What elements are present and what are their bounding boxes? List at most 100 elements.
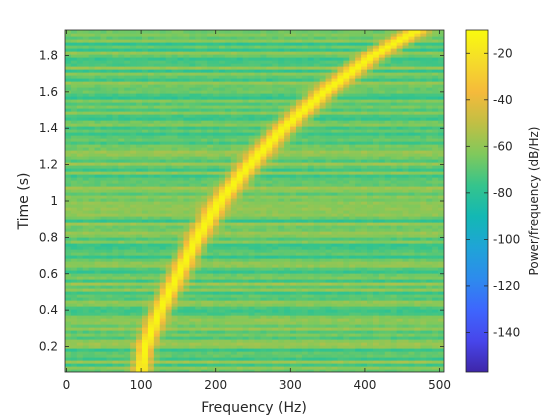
- heatmap-cell: [65, 174, 72, 178]
- heatmap-cell: [130, 294, 137, 298]
- heatmap-cell: [118, 321, 125, 325]
- heatmap-cell: [414, 204, 421, 208]
- heatmap-cell: [331, 360, 338, 364]
- heatmap-cell: [112, 249, 119, 253]
- heatmap-cell: [177, 159, 185, 163]
- heatmap-cell: [165, 300, 173, 304]
- heatmap-cell: [331, 282, 338, 286]
- heatmap-cell: [242, 342, 250, 346]
- heatmap-cell: [159, 222, 167, 226]
- heatmap-cell: [242, 213, 250, 217]
- heatmap-cell: [141, 204, 149, 208]
- heatmap-cell: [88, 138, 96, 142]
- heatmap-cell: [272, 285, 279, 289]
- heatmap-cell: [207, 279, 214, 283]
- heatmap-cell: [361, 309, 368, 313]
- heatmap-cell: [355, 264, 362, 268]
- heatmap-cell: [307, 141, 315, 145]
- heatmap-cell: [153, 279, 161, 283]
- heatmap-cell: [136, 147, 143, 151]
- heatmap-cell: [307, 336, 315, 340]
- heatmap-cell: [171, 279, 179, 283]
- heatmap-cell: [171, 243, 179, 247]
- heatmap-cell: [195, 267, 202, 271]
- heatmap-cell: [260, 174, 267, 178]
- heatmap-cell: [349, 168, 356, 172]
- heatmap-cell: [414, 291, 421, 295]
- heatmap-cell: [82, 300, 90, 304]
- heatmap-cell: [177, 258, 185, 262]
- heatmap-cell: [118, 348, 125, 352]
- heatmap-cell: [76, 360, 84, 364]
- heatmap-cell: [218, 231, 226, 235]
- heatmap-cell: [402, 168, 410, 172]
- heatmap-cell: [112, 336, 119, 340]
- heatmap-cell: [88, 141, 96, 145]
- heatmap-cell: [319, 363, 327, 367]
- heatmap-cell: [124, 186, 131, 190]
- heatmap-cell: [118, 282, 125, 286]
- heatmap-cell: [426, 186, 433, 190]
- heatmap-cell: [438, 246, 444, 250]
- heatmap-cell: [266, 354, 273, 358]
- heatmap-cell: [65, 327, 72, 331]
- heatmap-cell: [414, 294, 421, 298]
- heatmap-cell: [141, 210, 149, 214]
- heatmap-cell: [136, 369, 143, 372]
- heatmap-cell: [177, 342, 185, 346]
- heatmap-cell: [272, 222, 279, 226]
- heatmap-cell: [290, 369, 297, 372]
- heatmap-cell: [301, 309, 309, 313]
- heatmap-cell: [313, 210, 321, 214]
- heatmap-cell: [207, 138, 214, 142]
- heatmap-cell: [254, 360, 262, 364]
- heatmap-cell: [207, 294, 214, 298]
- heatmap-cell: [236, 150, 244, 154]
- heatmap-cell: [159, 198, 167, 202]
- heatmap-cell: [248, 198, 256, 202]
- heatmap-cell: [349, 213, 356, 217]
- heatmap-cell: [218, 303, 226, 307]
- heatmap-cell: [106, 186, 113, 190]
- heatmap-cell: [266, 219, 273, 223]
- heatmap-cell: [284, 153, 291, 157]
- heatmap-cell: [426, 348, 433, 352]
- heatmap-cell: [278, 270, 285, 274]
- heatmap-cell: [76, 264, 84, 268]
- heatmap-cell: [301, 219, 309, 223]
- heatmap-cell: [307, 357, 315, 361]
- heatmap-cell: [136, 228, 143, 232]
- heatmap-cell: [408, 180, 415, 184]
- heatmap-cell: [218, 321, 226, 325]
- heatmap-cell: [260, 207, 267, 211]
- heatmap-cell: [165, 354, 173, 358]
- heatmap-cell: [124, 258, 131, 262]
- heatmap-cell: [130, 276, 137, 280]
- heatmap-cell: [94, 279, 102, 283]
- heatmap-cell: [130, 285, 137, 289]
- heatmap-cell: [414, 168, 421, 172]
- heatmap-cell: [307, 342, 315, 346]
- heatmap-cell: [165, 162, 173, 166]
- heatmap-cell: [76, 147, 84, 151]
- heatmap-cell: [124, 177, 131, 181]
- heatmap-cell: [171, 141, 179, 145]
- heatmap-cell: [432, 303, 439, 307]
- heatmap-cell: [438, 348, 444, 352]
- heatmap-cell: [438, 231, 444, 235]
- heatmap-cell: [183, 267, 190, 271]
- heatmap-cell: [112, 273, 119, 277]
- heatmap-cell: [367, 150, 374, 154]
- heatmap-cell: [266, 153, 273, 157]
- heatmap-cell: [372, 201, 380, 205]
- heatmap-cell: [118, 360, 125, 364]
- heatmap-cell: [432, 300, 439, 304]
- heatmap-cell: [159, 213, 167, 217]
- heatmap-cell: [189, 333, 196, 337]
- heatmap-cell: [361, 189, 368, 193]
- heatmap-cell: [343, 294, 350, 298]
- heatmap-cell: [230, 162, 238, 166]
- heatmap-cell: [70, 366, 78, 370]
- heatmap-cell: [414, 285, 421, 289]
- heatmap-cell: [76, 192, 84, 196]
